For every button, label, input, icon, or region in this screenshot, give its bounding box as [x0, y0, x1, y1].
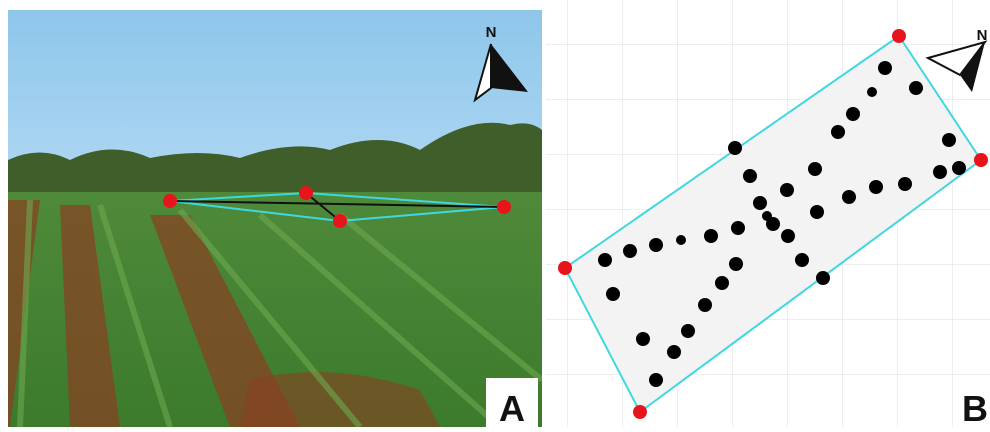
north-label: N [486, 24, 497, 41]
panel-label: B [962, 388, 988, 427]
figure: A N N B [0, 0, 990, 427]
panel-b: N B [546, 0, 990, 427]
panel-a: A N [8, 10, 542, 427]
panel-label: A [499, 388, 525, 427]
